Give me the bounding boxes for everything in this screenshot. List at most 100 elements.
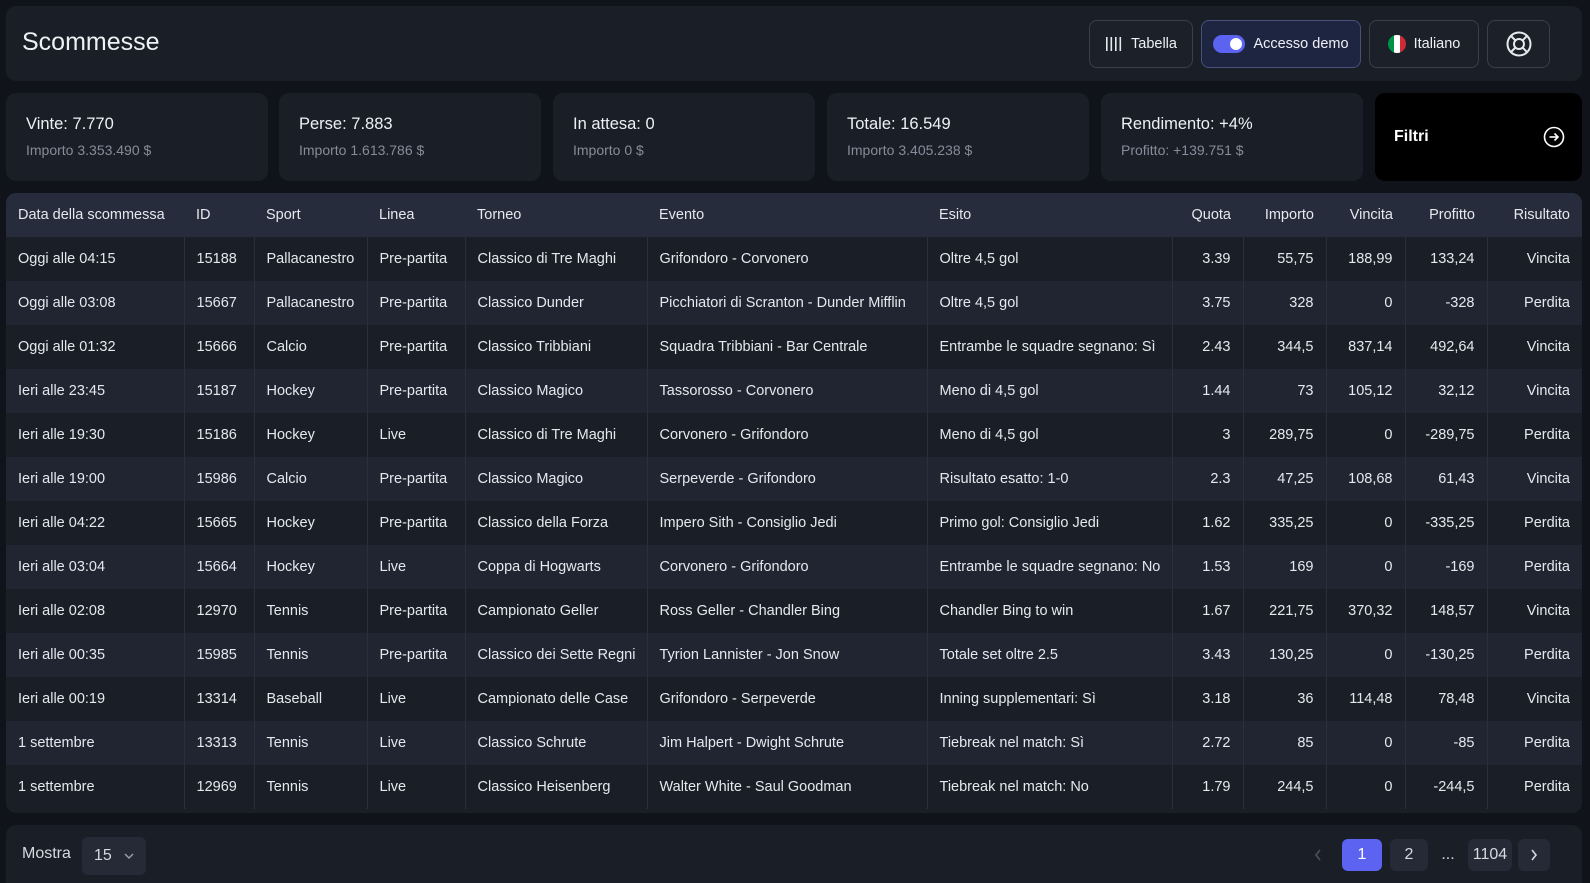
column-header-amount[interactable]: Importo (1264, 207, 1314, 223)
chevron-left-icon (1314, 849, 1321, 861)
cell-sport: Tennis (254, 589, 368, 633)
cell-profit: -328 (1405, 281, 1488, 325)
cell-tournament: Campionato delle Case (465, 677, 648, 721)
table-row[interactable]: Ieri alle 02:08 12970 Tennis Pre-partita Cam… (6, 589, 1582, 633)
language-select-button[interactable]: Italiano (1369, 20, 1479, 68)
cell-odds: 3 (1172, 413, 1244, 457)
table-row[interactable]: Ieri alle 23:45 15187 Hockey Pre-partita Cla… (6, 369, 1582, 413)
table-row[interactable]: Oggi alle 03:08 15667 Pallacanestro Pre-par… (6, 281, 1582, 325)
cell-id: 12970 (184, 589, 255, 633)
page-button-1[interactable]: 1 (1342, 839, 1382, 871)
column-header-result[interactable]: Risultato (1513, 207, 1570, 223)
column-header-event[interactable]: Evento (659, 207, 705, 223)
cell-outcome: Meno di 4,5 gol (927, 369, 1173, 413)
cell-id: 15665 (184, 501, 255, 545)
cell-event: Jim Halpert - Dwight Schrute (647, 721, 928, 765)
cell-event: Serpeverde - Grifondoro (647, 457, 928, 501)
cell-event: Walter White - Saul Goodman (647, 765, 928, 809)
column-header-tournament[interactable]: Torneo (477, 207, 522, 223)
cell-profit: -289,75 (1405, 413, 1488, 457)
column-header-odds[interactable]: Quota (1191, 207, 1232, 223)
cell-event: Grifondoro - Serpeverde (647, 677, 928, 721)
page-button-last[interactable]: 1104 (1468, 839, 1512, 871)
support-button[interactable] (1487, 20, 1550, 68)
cell-odds: 3.18 (1172, 677, 1244, 721)
filters-button[interactable]: Filtri (1375, 93, 1582, 181)
prev-page-button[interactable] (1302, 839, 1334, 871)
bets-table-container: Data della scommessa ID Sport Linea Torn… (6, 193, 1582, 813)
table-row[interactable]: Oggi alle 01:32 15666 Calcio Pre-partita Cla… (6, 325, 1582, 369)
cell-winnings: 370,32 (1326, 589, 1406, 633)
page-size-select[interactable]: 15 (82, 837, 146, 875)
cell-result: Perdita (1524, 295, 1570, 311)
cell-sport: Pallacanestro (254, 281, 368, 325)
cell-event: Impero Sith - Consiglio Jedi (647, 501, 928, 545)
table-row[interactable]: Ieri alle 03:04 15664 Hockey Live Coppa di H… (6, 545, 1582, 589)
cell-odds: 3.39 (1172, 237, 1244, 281)
cell-tournament: Classico Tribbiani (465, 325, 648, 369)
cell-line: Pre-partita (367, 237, 466, 281)
cell-sport: Baseball (254, 677, 368, 721)
table-view-label: Tabella (1131, 36, 1177, 52)
stat-card-won: Vinte: 7.770 Importo 3.353.490 $ (6, 93, 268, 181)
cell-id: 13314 (184, 677, 255, 721)
cell-tournament: Campionato Geller (465, 589, 648, 633)
column-header-sport[interactable]: Sport (266, 207, 301, 223)
table-row[interactable]: Ieri alle 04:22 15665 Hockey Pre-partita Cla… (6, 501, 1582, 545)
stat-card-return: Rendimento: +4% Profitto: +139.751 $ (1101, 93, 1363, 181)
cell-sport: Hockey (254, 545, 368, 589)
table-row[interactable]: 1 settembre 13313 Tennis Live Classico Schru… (6, 721, 1582, 765)
cell-tournament: Classico Schrute (465, 721, 648, 765)
stat-subtitle: Profitto: +139.751 $ (1121, 142, 1244, 158)
cell-odds: 1.79 (1172, 765, 1244, 809)
stat-subtitle: Importo 0 $ (573, 142, 644, 158)
cell-event: Tyrion Lannister - Jon Snow (647, 633, 928, 677)
cell-tournament: Classico di Tre Maghi (465, 413, 648, 457)
cell-date: Ieri alle 19:00 (6, 457, 185, 501)
page-ellipsis: ... (1441, 846, 1455, 863)
page-title: Scommesse (22, 28, 160, 56)
italy-flag-icon (1387, 35, 1406, 53)
table-row[interactable]: Ieri alle 00:19 13314 Baseball Live Campiona… (6, 677, 1582, 721)
demo-access-toggle[interactable]: Accesso demo (1201, 20, 1361, 68)
table-view-button[interactable]: Tabella (1089, 20, 1193, 68)
table-row[interactable]: Ieri alle 19:00 15986 Calcio Pre-partita Cla… (6, 457, 1582, 501)
cell-line: Pre-partita (367, 501, 466, 545)
cell-date: Oggi alle 03:08 (6, 281, 185, 325)
table-row[interactable]: Ieri alle 19:30 15186 Hockey Live Classico d… (6, 413, 1582, 457)
cell-id: 15667 (184, 281, 255, 325)
column-header-profit[interactable]: Profitto (1429, 207, 1475, 223)
table-row[interactable]: Ieri alle 00:35 15985 Tennis Pre-partita Cla… (6, 633, 1582, 677)
header-bar: Scommesse Tabella Accesso demo Italiano (6, 6, 1582, 81)
page-button-2[interactable]: 2 (1390, 839, 1428, 871)
table-row[interactable]: Oggi alle 04:15 15188 Pallacanestro Pre-par… (6, 237, 1582, 281)
column-header-line[interactable]: Linea (379, 207, 415, 223)
column-header-outcome[interactable]: Esito (939, 207, 972, 223)
toggle-switch-icon[interactable] (1213, 35, 1246, 53)
stat-subtitle: Importo 1.613.786 $ (299, 142, 425, 158)
column-header-id[interactable]: ID (196, 207, 211, 223)
table-row[interactable]: 1 settembre 12969 Tennis Live Classico Heise… (6, 765, 1582, 809)
cell-result: Vincita (1526, 471, 1570, 487)
chevron-right-icon (1531, 849, 1538, 861)
column-header-winnings[interactable]: Vincita (1349, 207, 1393, 223)
cell-amount: 169 (1243, 545, 1327, 589)
cell-result: Vincita (1526, 251, 1570, 267)
cell-outcome: Oltre 4,5 gol (927, 237, 1173, 281)
stat-subtitle: Importo 3.353.490 $ (26, 142, 152, 158)
cell-profit: 32,12 (1405, 369, 1488, 413)
stat-card-pending: In attesa: 0 Importo 0 $ (553, 93, 815, 181)
cell-tournament: Classico Magico (465, 457, 648, 501)
stat-title: Perse: 7.883 (299, 115, 393, 133)
cell-amount: 130,25 (1243, 633, 1327, 677)
cell-result: Perdita (1524, 559, 1570, 575)
cell-sport: Tennis (254, 633, 368, 677)
cell-line: Live (367, 721, 466, 765)
cell-line: Pre-partita (367, 369, 466, 413)
cell-outcome: Chandler Bing to win (927, 589, 1173, 633)
column-header-date[interactable]: Data della scommessa (18, 207, 165, 223)
next-page-button[interactable] (1518, 839, 1550, 871)
cell-odds: 3.75 (1172, 281, 1244, 325)
cell-event: Grifondoro - Corvonero (647, 237, 928, 281)
cell-date: Ieri alle 02:08 (6, 589, 185, 633)
